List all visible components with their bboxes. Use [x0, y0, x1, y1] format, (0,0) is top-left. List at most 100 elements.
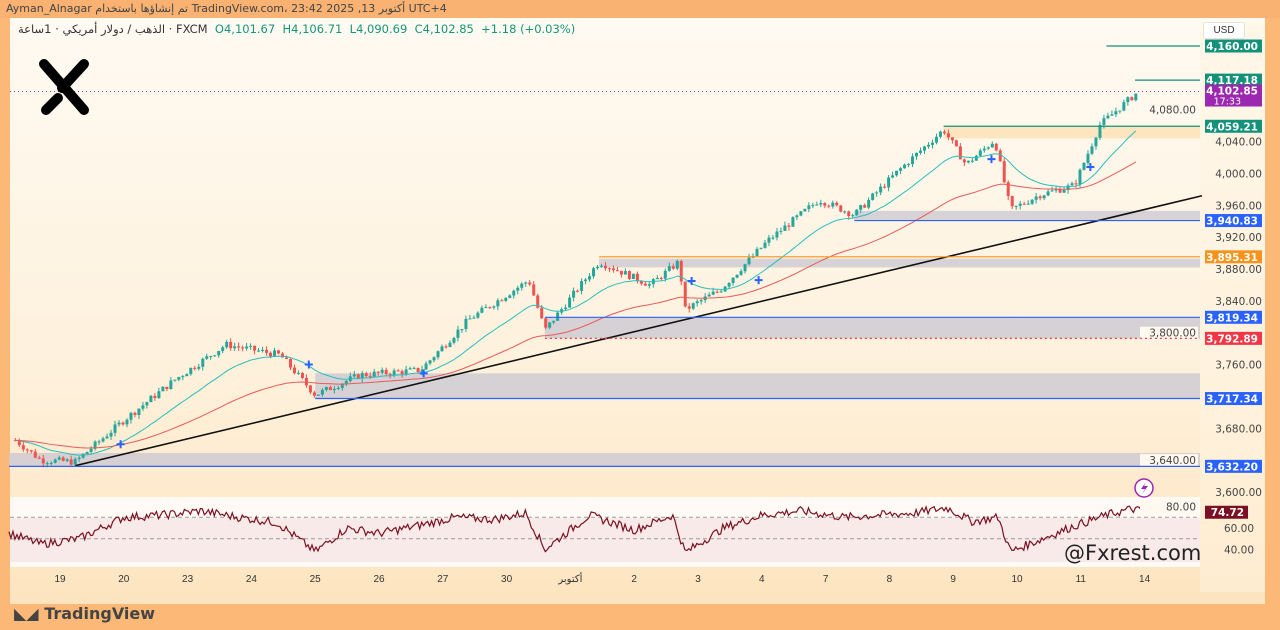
candle-body — [45, 463, 49, 465]
time-axis-label: 25 — [310, 574, 322, 585]
candle-body — [456, 329, 460, 338]
candle-body — [69, 459, 73, 465]
time-axis-label: 3 — [695, 574, 701, 585]
candle-body — [966, 160, 970, 163]
level-badge — [1205, 310, 1262, 324]
candle-body — [432, 357, 436, 361]
ema-slow-line — [15, 161, 1137, 449]
candle-body — [145, 402, 149, 406]
rsi-value-label: 74.72 — [1211, 507, 1244, 519]
candle-body — [85, 451, 89, 454]
candle-body — [29, 450, 33, 452]
plus-marker-icon — [1086, 163, 1095, 172]
support-zone — [544, 317, 1200, 339]
candle-body — [257, 350, 261, 352]
candle-body — [33, 451, 37, 458]
candle-body — [492, 306, 496, 308]
candle-body — [360, 373, 364, 379]
candle-body — [986, 147, 990, 149]
level-badge-label: 3,895.31 — [1206, 252, 1258, 264]
time-axis-label: 11 — [1076, 574, 1087, 585]
tradingview-logo[interactable]: ◣◢ TradingView — [14, 604, 155, 623]
level-badge — [1205, 119, 1262, 133]
candle-body — [663, 270, 667, 279]
candle-body — [269, 352, 273, 357]
candle-body — [65, 459, 69, 461]
candle-body — [990, 143, 994, 148]
support-zone — [315, 373, 1200, 399]
candle-body — [105, 436, 109, 439]
rsi-axis-label: 80.00 — [1166, 502, 1196, 514]
candle-body — [376, 371, 380, 373]
level-badge-label: 3,792.89 — [1206, 333, 1258, 345]
candle-body — [783, 225, 787, 231]
candle-body — [1106, 115, 1110, 119]
candle-body — [265, 349, 269, 353]
candle-body — [835, 202, 839, 206]
symbol-title[interactable]: الذهب / دولار أمريكي · 1ساعة · FXCM — [18, 22, 208, 36]
candle-body — [37, 457, 41, 459]
candle-body — [324, 386, 328, 390]
time-axis-label: 14 — [1139, 574, 1151, 585]
candle-body — [229, 341, 233, 349]
candle-body — [288, 358, 292, 368]
candle-body — [627, 271, 631, 279]
candle-body — [1074, 183, 1078, 185]
candle-body — [400, 371, 404, 375]
price-axis-label: 4,040.00 — [1215, 137, 1262, 149]
time-axis-label: 9 — [950, 574, 956, 585]
candle-body — [1122, 102, 1126, 111]
candle-body — [316, 394, 320, 396]
candle-body — [819, 203, 823, 205]
candle-body — [930, 142, 934, 145]
candle-body — [169, 380, 173, 390]
candle-body — [468, 318, 472, 320]
candle-body — [292, 367, 296, 374]
candle-body — [1014, 205, 1018, 207]
candle-body — [799, 211, 803, 216]
candle-body — [444, 346, 448, 348]
currency-button[interactable]: USD — [1203, 22, 1245, 39]
candle-body — [528, 282, 532, 285]
candle-body — [165, 386, 169, 390]
candle-body — [161, 386, 165, 392]
high-value: H4,106.71 — [282, 22, 343, 36]
candle-body — [121, 422, 125, 425]
close-value: C4,102.85 — [414, 22, 474, 36]
candle-body — [946, 133, 950, 138]
candle-body — [312, 392, 316, 396]
rsi-axis-label: 40.00 — [1224, 544, 1254, 556]
candle-body — [117, 422, 121, 425]
candle-body — [647, 284, 651, 286]
level-badge — [1205, 39, 1262, 53]
rsi-value-badge — [1205, 505, 1248, 519]
candle-body — [568, 297, 572, 308]
candle-body — [1018, 203, 1022, 206]
candle-body — [404, 369, 408, 375]
candle-body — [699, 300, 703, 302]
candle-body — [619, 270, 623, 275]
plus-marker-icon — [687, 276, 696, 285]
candle-body — [771, 237, 775, 239]
candle-body — [464, 318, 468, 330]
candle-body — [564, 307, 568, 310]
price-axis-label: 4,080.00 — [1149, 105, 1196, 117]
candle-body — [911, 156, 915, 165]
candle-body — [584, 279, 588, 282]
candle-body — [372, 371, 376, 377]
candle-body — [903, 164, 907, 169]
candle-body — [843, 211, 847, 213]
lightning-glyph — [1141, 482, 1148, 494]
candle-body — [922, 146, 926, 151]
price-axis-label: 3,840.00 — [1215, 296, 1262, 308]
candle-body — [1026, 203, 1030, 205]
candle-body — [887, 177, 891, 188]
candle-body — [496, 300, 500, 307]
candle-body — [827, 205, 831, 207]
candle-body — [392, 370, 396, 376]
level-badge-label: 4,160.00 — [1206, 41, 1258, 53]
candle-body — [524, 282, 528, 284]
candle-body — [101, 438, 105, 442]
candle-body — [1034, 196, 1038, 200]
